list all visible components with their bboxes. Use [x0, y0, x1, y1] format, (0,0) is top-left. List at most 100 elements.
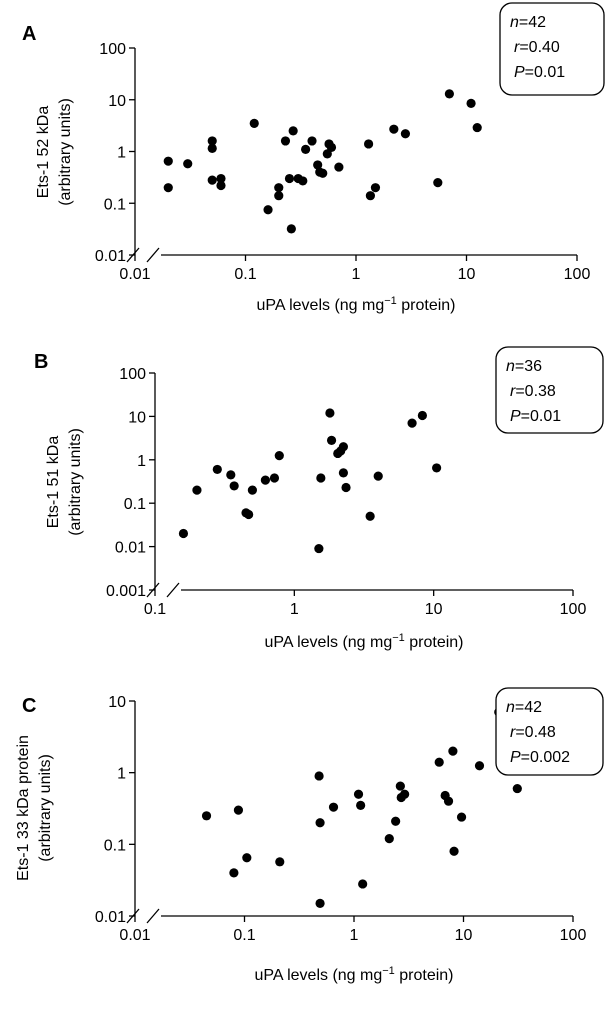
data-point [444, 89, 454, 99]
data-point [456, 812, 467, 822]
stats-box [495, 346, 604, 434]
data-point [315, 818, 325, 828]
data-point [247, 485, 257, 495]
data-point [249, 118, 259, 128]
data-point [207, 143, 217, 153]
stat-p: P=0.01 [514, 64, 565, 81]
panel-letter: A [22, 23, 36, 45]
data-point [201, 811, 212, 821]
stats-box [499, 2, 605, 96]
data-point [316, 473, 326, 483]
axis-break-mark [166, 582, 180, 598]
data-point [356, 800, 366, 810]
data-point [229, 868, 239, 878]
y-tick-label: 1 [117, 766, 126, 783]
data-point [448, 746, 458, 756]
y-tick-label: 0.001 [106, 583, 146, 600]
data-point [328, 802, 339, 812]
data-point [326, 435, 337, 445]
panel-letter: B [34, 351, 48, 373]
x-tick-label: 100 [560, 601, 587, 618]
data-point [274, 191, 284, 201]
data-point [338, 468, 349, 478]
y-tick-label: 10 [108, 93, 126, 110]
data-point [226, 470, 236, 480]
data-point [233, 805, 244, 815]
data-point [363, 139, 374, 149]
data-point [318, 168, 328, 178]
data-point [432, 463, 442, 473]
data-point [474, 761, 485, 771]
x-tick-label: 10 [455, 927, 473, 944]
y-axis-label: Ets-1 52 kDa [35, 106, 52, 199]
data-point [472, 122, 482, 133]
data-point [307, 136, 317, 146]
data-point [353, 789, 364, 799]
stat-n: n=36 [506, 358, 542, 375]
y-tick-label: 0.01 [95, 909, 126, 926]
data-point [314, 543, 324, 554]
data-point [284, 173, 295, 184]
data-point [274, 183, 284, 193]
y-axis-label-units: (arbitrary units) [57, 98, 74, 206]
data-point [373, 471, 383, 481]
y-axis-label: Ets-1 33 kDa protein [15, 735, 32, 881]
x-tick-label: 0.1 [233, 927, 255, 944]
y-tick-label: 1 [137, 453, 146, 470]
data-point [466, 98, 476, 109]
stat-r: r=0.38 [510, 383, 556, 400]
y-tick-label: 1 [117, 145, 126, 162]
data-point [178, 528, 189, 539]
data-point [269, 473, 280, 483]
scatter-panel-c: C 0.01 0.1 1 10 0.01 0.1 1 10 100 uPA levels (ng m… [15, 687, 604, 984]
data-point [183, 159, 193, 169]
data-point [280, 136, 291, 146]
data-point [207, 175, 217, 185]
data-point [286, 224, 296, 234]
stat-n: n=42 [510, 14, 546, 31]
data-point [314, 771, 324, 781]
data-point [512, 783, 522, 794]
stat-r: r=0.48 [510, 724, 556, 741]
data-point [301, 144, 311, 154]
x-tick-label: 10 [458, 266, 476, 283]
y-tick-label: 0.1 [124, 496, 146, 513]
x-tick-label: 100 [560, 927, 587, 944]
data-point [400, 129, 411, 139]
x-axis-label: uPA levels (ng mg−1 protein) [256, 295, 455, 314]
panel-letter: C [22, 695, 36, 717]
y-tick-label: 10 [128, 409, 146, 426]
x-tick-label: 1 [290, 601, 299, 618]
data-point [325, 408, 335, 418]
data-point [384, 834, 394, 844]
data-point [326, 142, 337, 153]
y-tick-label: 0.01 [115, 540, 146, 557]
y-axis-label-units: (arbitrary units) [67, 428, 84, 536]
data-point [391, 816, 401, 826]
data-point [242, 853, 252, 863]
x-tick-label: 10 [425, 601, 443, 618]
data-point [434, 757, 444, 767]
scatter-panel-b: B 0.001 0.01 0.1 1 10 100 0.1 1 10 100 uPA levels (… [34, 346, 604, 651]
data-point [212, 464, 222, 475]
data-point [449, 846, 459, 856]
data-point [263, 205, 273, 215]
data-point [192, 485, 202, 495]
data-point [433, 178, 443, 188]
data-point [244, 509, 254, 520]
x-tick-label: 0.01 [119, 927, 150, 944]
x-tick-label: 1 [350, 927, 359, 944]
y-tick-label: 100 [119, 366, 146, 383]
data-point [275, 857, 285, 867]
y-tick-label: 100 [99, 41, 126, 58]
data-point [365, 511, 375, 521]
data-point [288, 126, 298, 136]
x-axis-label: uPA levels (ng mg−1 protein) [254, 965, 453, 984]
data-point [358, 879, 368, 889]
x-tick-label: 0.1 [144, 601, 166, 618]
x-tick-label: 100 [564, 266, 591, 283]
data-point [229, 481, 239, 491]
data-point [417, 410, 427, 421]
data-point [315, 898, 325, 908]
